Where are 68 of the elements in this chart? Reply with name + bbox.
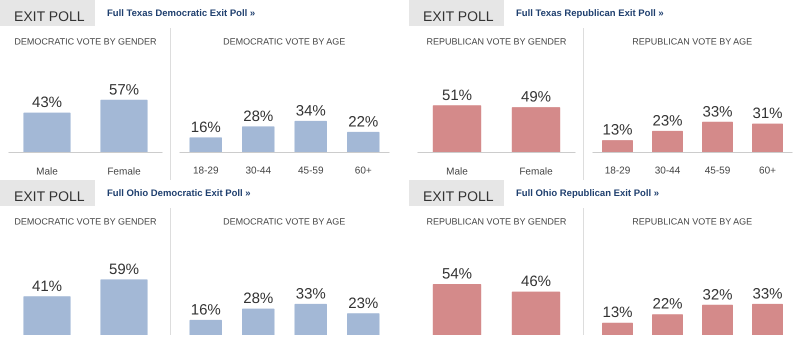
data-label: 32% <box>702 286 733 304</box>
data-label: 22% <box>348 113 378 130</box>
data-label: 22% <box>652 296 683 313</box>
bar <box>702 304 733 335</box>
x-tick-label: 60+ <box>759 166 776 176</box>
data-label: 41% <box>32 278 62 295</box>
bar <box>602 140 633 152</box>
data-label: 13% <box>602 304 633 322</box>
text: EXIT POLL <box>422 187 495 206</box>
data-label: 28% <box>243 290 274 308</box>
x-tick-label: 30-44 <box>245 166 272 176</box>
data-label: 46% <box>520 273 552 290</box>
x-tick-label: 45-59 <box>298 166 324 176</box>
data-label: 57% <box>108 81 140 98</box>
x-tick-label: 18-29 <box>192 166 219 176</box>
data-label: 43% <box>32 94 62 112</box>
x-tick-label: 18-29 <box>604 166 631 176</box>
chart-title: REPUBLICAN VOTE BY AGE <box>632 216 752 226</box>
bar <box>702 122 733 152</box>
bar <box>347 313 380 335</box>
bar <box>190 137 222 152</box>
data-label: 51% <box>442 86 472 104</box>
data-label: 28% <box>243 108 274 125</box>
x-tick-label: 45-59 <box>704 166 731 176</box>
data-label: 23% <box>652 112 683 130</box>
data-label: 16% <box>190 301 221 318</box>
text: EXIT POLL <box>13 7 86 26</box>
text: Full Texas Republican Exit Poll » <box>504 0 800 26</box>
data-label: 59% <box>108 260 140 278</box>
bar <box>242 126 274 152</box>
bar <box>652 314 683 335</box>
bar <box>242 308 274 335</box>
x-tick-label: 60+ <box>354 166 372 176</box>
x-tick-label: Female <box>107 166 142 178</box>
chart-title: DEMOCRATIC VOTE BY AGE <box>223 36 346 46</box>
chart-title: DEMOCRATIC VOTE BY AGE <box>223 216 346 226</box>
chart-title: REPUBLICAN VOTE BY AGE <box>632 36 752 46</box>
chart-title: REPUBLICAN VOTE BY GENDER <box>426 36 567 46</box>
data-label: 23% <box>348 294 378 312</box>
text: Full Ohio Democratic Exit Poll » <box>95 180 397 206</box>
bar <box>752 304 783 335</box>
bar <box>190 320 222 335</box>
bar <box>752 124 783 152</box>
data-label: 49% <box>520 88 552 106</box>
data-label: 54% <box>442 266 472 283</box>
data-label: 33% <box>752 285 783 302</box>
data-label: 16% <box>190 118 221 136</box>
bar <box>294 120 327 152</box>
text: Full Texas Democratic Exit Poll » <box>95 0 397 26</box>
text: EXIT POLL <box>13 187 86 206</box>
x-tick-label: 30-44 <box>654 166 681 176</box>
text: Full Ohio Republican Exit Poll » <box>504 180 800 206</box>
data-label: 31% <box>752 105 783 122</box>
bar <box>347 132 380 152</box>
chart-title: REPUBLICAN VOTE BY GENDER <box>426 216 567 226</box>
data-label: 33% <box>702 103 733 120</box>
chart-title: DEMOCRATIC VOTE BY GENDER <box>14 216 158 226</box>
x-tick-label: Male <box>36 166 58 178</box>
data-label: 34% <box>296 102 326 120</box>
bar <box>652 130 683 152</box>
bar <box>602 322 633 335</box>
data-label: 13% <box>602 122 633 139</box>
bar <box>294 304 327 335</box>
data-label: 33% <box>296 285 326 302</box>
chart-title: DEMOCRATIC VOTE BY GENDER <box>14 36 158 46</box>
x-tick-label: Female <box>519 166 554 178</box>
text: EXIT POLL <box>422 7 495 26</box>
x-tick-label: Male <box>446 166 468 178</box>
